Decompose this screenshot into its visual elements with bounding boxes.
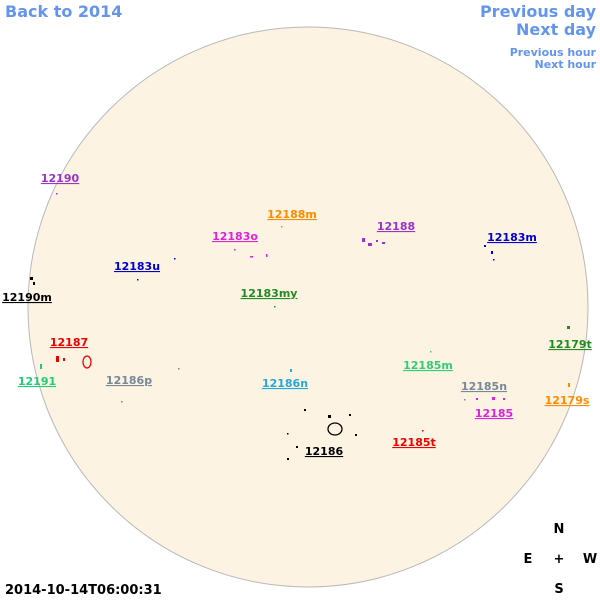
sunspot: [484, 245, 486, 247]
region-label: 12186n: [262, 377, 308, 390]
sunspot: [281, 226, 283, 228]
region-label: 12186p: [106, 374, 152, 387]
sunspot: [503, 398, 505, 400]
back-link[interactable]: Back to 2014: [5, 2, 122, 21]
sunspot: [137, 279, 139, 281]
sunspot: [349, 414, 351, 416]
sunspot: [296, 446, 298, 448]
sunspot: [382, 242, 385, 244]
sunspot-group: [327, 422, 343, 436]
sunspot: [33, 282, 35, 285]
timestamp: 2014-10-14T06:00:31: [5, 583, 162, 598]
sunspot: [178, 368, 180, 370]
region-label: 12185n: [461, 380, 507, 393]
compass-west: W: [583, 552, 597, 567]
region-label: 12183o: [212, 230, 258, 243]
sunspot: [476, 398, 478, 400]
sunspot: [355, 434, 357, 436]
compass-north: N: [554, 522, 565, 537]
region-label: 12188: [377, 220, 415, 233]
sunspot: [63, 358, 65, 361]
compass-center: +: [554, 552, 565, 567]
compass: N E + W S: [524, 522, 598, 597]
sunspot: [250, 256, 253, 258]
sunspot: [266, 254, 268, 257]
region-label: 12190m: [2, 291, 52, 304]
region-label: 12183m: [487, 231, 537, 244]
previous-hour-link[interactable]: Previous hour: [510, 46, 597, 59]
compass-south: S: [554, 582, 563, 597]
sunspot: [121, 401, 123, 403]
region-label: 12190: [41, 172, 80, 185]
region-label: 12183my: [241, 287, 298, 300]
compass-east: E: [524, 552, 533, 567]
sunspot: [464, 399, 466, 401]
region-label: 12183u: [114, 260, 160, 273]
sunspot: [304, 409, 306, 411]
region-label: 12179t: [548, 338, 592, 351]
sunspot: [30, 277, 33, 280]
sunspot: [274, 306, 276, 308]
region-label: 12186: [305, 445, 344, 458]
sunspot: [491, 251, 493, 254]
next-day-link[interactable]: Next day: [516, 20, 597, 39]
sunspot: [567, 326, 570, 329]
sunspot: [368, 243, 372, 246]
region-label: 12179s: [545, 394, 590, 407]
sunspot: [56, 193, 58, 195]
next-hour-link[interactable]: Next hour: [535, 58, 597, 71]
sunspot: [493, 259, 495, 261]
sunspot: [492, 397, 495, 400]
sunspot: [56, 356, 59, 362]
sunspot-group: [82, 355, 92, 369]
region-label: 12185: [475, 407, 513, 420]
region-label: 12188m: [267, 208, 317, 221]
sunspot: [234, 249, 236, 251]
sunspot: [40, 364, 42, 369]
solar-disk: [27, 26, 589, 588]
sunspot: [430, 351, 432, 353]
previous-day-link[interactable]: Previous day: [480, 2, 597, 21]
sunspot: [174, 258, 176, 260]
sunspot: [376, 240, 378, 242]
region-label: 12185t: [392, 436, 436, 449]
region-label: 12185m: [403, 359, 453, 372]
sunspot: [422, 430, 424, 432]
sunspot: [290, 369, 292, 372]
sunspot: [328, 415, 331, 418]
region-labels: 12190 12188m 12188 12183o 12183m 12183u …: [2, 172, 592, 458]
sunspot: [287, 458, 289, 460]
region-label: 12191: [18, 375, 56, 388]
sunspot: [287, 433, 289, 435]
region-label: 12187: [50, 336, 88, 349]
sunspot: [568, 383, 570, 387]
sunspots: [30, 193, 570, 460]
sunspot: [362, 238, 365, 242]
